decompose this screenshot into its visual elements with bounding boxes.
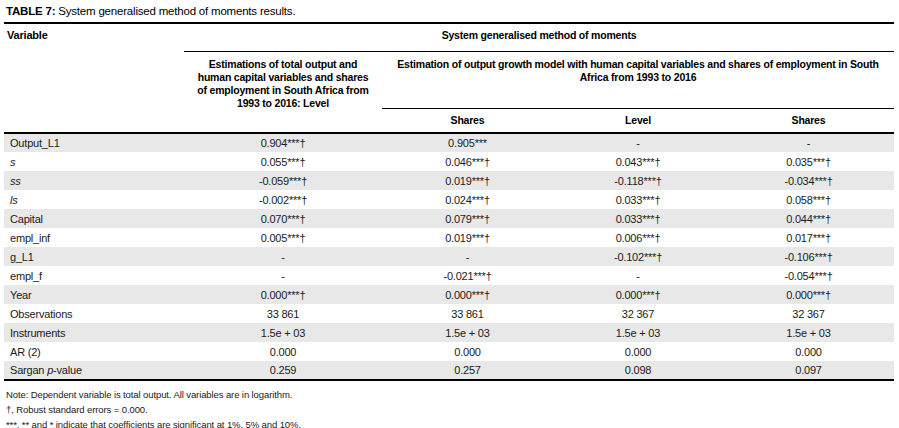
value-cell: 0.019***† [382,171,553,190]
table-row: AR (2)0.0000.0000.0000.000 [4,342,894,361]
value-cell: 0.035***† [723,152,894,171]
value-cell: 0.000***† [723,285,894,304]
variable-name-cell: ss [4,171,184,190]
note-dependent-variable: Note: Dependent variable is total output… [6,387,896,402]
value-cell: 0.005***† [184,228,382,247]
value-cell: - [382,247,553,266]
table-number-label: TABLE 7: [6,5,55,17]
value-cell: 0.006***† [553,228,723,247]
value-cell: 0.024***† [382,190,553,209]
value-cell: 0.079***† [382,209,553,228]
value-cell: 0.097 [723,361,894,380]
value-cell: -0.034***† [723,171,894,190]
table-row: Output_L10.904***†0.905***-- [4,133,894,152]
table-row: ls-0.002***†0.024***†0.033***†0.058***† [4,190,894,209]
table-title-text: System generalised method of moments res… [55,5,295,17]
variable-name-cell: Sargan p-value [4,361,184,380]
document-page: TABLE 7: System generalised method of mo… [0,0,899,428]
variable-name-cell: Instruments [4,323,184,342]
value-cell: -0.102***† [553,247,723,266]
value-cell: 0.046***† [382,152,553,171]
value-cell: 33 861 [382,304,553,323]
value-cell: 32 367 [723,304,894,323]
value-cell: - [723,133,894,152]
variable-name-cell: AR (2) [4,342,184,361]
table-row: Observations33 86133 86132 36732 367 [4,304,894,323]
value-cell: 0.070***† [184,209,382,228]
value-cell: 0.033***† [553,209,723,228]
value-cell: 33 861 [184,304,382,323]
table-row: empl_f--0.021***†--0.054***† [4,266,894,285]
column-header-estimations-level: Estimations of total output and human ca… [184,52,382,134]
value-cell: 1.5e + 03 [723,323,894,342]
value-cell: 0.000 [184,342,382,361]
value-cell: 32 367 [553,304,723,323]
table-row: ss-0.059***†0.019***†-0.118***†-0.034***… [4,171,894,190]
value-cell: - [553,266,723,285]
value-cell: 0.000 [553,342,723,361]
column-header-variable: Variable [4,23,184,133]
variable-name-cell: Capital [4,209,184,228]
value-cell: 1.5e + 03 [184,323,382,342]
variable-name-cell: g_L1 [4,247,184,266]
value-cell: 0.058***† [723,190,894,209]
value-cell: 0.033***† [553,190,723,209]
value-cell: 0.259 [184,361,382,380]
table-body: Output_L10.904***†0.905***--s0.055***†0.… [4,133,894,380]
value-cell: 0.017***† [723,228,894,247]
variable-name-cell: Year [4,285,184,304]
table-row: Year0.000***†0.000***†0.000***†0.000***† [4,285,894,304]
table-row: s0.055***†0.046***†0.043***†0.035***† [4,152,894,171]
table-notes: Note: Dependent variable is total output… [4,387,896,428]
value-cell: -0.054***† [723,266,894,285]
value-cell: 0.055***† [184,152,382,171]
value-cell: 1.5e + 03 [553,323,723,342]
value-cell: 0.000 [723,342,894,361]
value-cell: -0.118***† [553,171,723,190]
note-robust-errors: †, Robust standard errors = 0.000. [6,402,896,417]
value-cell: 0.000***† [553,285,723,304]
value-cell: 0.257 [382,361,553,380]
column-header-shares-1: Shares [382,109,553,134]
value-cell: 0.000 [382,342,553,361]
value-cell: 1.5e + 03 [382,323,553,342]
value-cell: -0.021***† [382,266,553,285]
variable-name-part: -value [53,364,82,376]
value-cell: 0.098 [553,361,723,380]
value-cell: - [184,266,382,285]
variable-name-part: Sargan [10,364,47,376]
value-cell: -0.002***† [184,190,382,209]
value-cell: 0.043***† [553,152,723,171]
variable-name-cell: Output_L1 [4,133,184,152]
column-subgroup-header-growth-model: Estimation of output growth model with h… [382,52,894,109]
note-significance: ***, ** and * indicate that coefficients… [6,417,896,428]
value-cell: - [184,247,382,266]
table-row: g_L1---0.102***†-0.106***† [4,247,894,266]
value-cell: 0.000***† [184,285,382,304]
table-title: TABLE 7: System generalised method of mo… [4,3,896,19]
table-row: Instruments1.5e + 031.5e + 031.5e + 031.… [4,323,894,342]
value-cell: 0.904***† [184,133,382,152]
variable-name-cell: empl_f [4,266,184,285]
value-cell: -0.106***† [723,247,894,266]
column-header-shares-2: Shares [723,109,894,134]
table-row: Capital0.070***†0.079***†0.033***†0.044*… [4,209,894,228]
value-cell: 0.019***† [382,228,553,247]
variable-name-cell: ls [4,190,184,209]
column-group-header-gmm: System generalised method of moments [184,23,894,52]
table-row: empl_inf0.005***†0.019***†0.006***†0.017… [4,228,894,247]
value-cell: 0.044***† [723,209,894,228]
table-row: Sargan p-value0.2590.2570.0980.097 [4,361,894,380]
value-cell: -0.059***† [184,171,382,190]
variable-name-cell: s [4,152,184,171]
results-table: Variable System generalised method of mo… [4,22,894,381]
variable-name-cell: empl_inf [4,228,184,247]
value-cell: 0.905*** [382,133,553,152]
table-header: Variable System generalised method of mo… [4,23,894,133]
header-row-group: Variable System generalised method of mo… [4,23,894,52]
value-cell: 0.000***† [382,285,553,304]
variable-name-cell: Observations [4,304,184,323]
column-header-level: Level [553,109,723,134]
value-cell: - [553,133,723,152]
